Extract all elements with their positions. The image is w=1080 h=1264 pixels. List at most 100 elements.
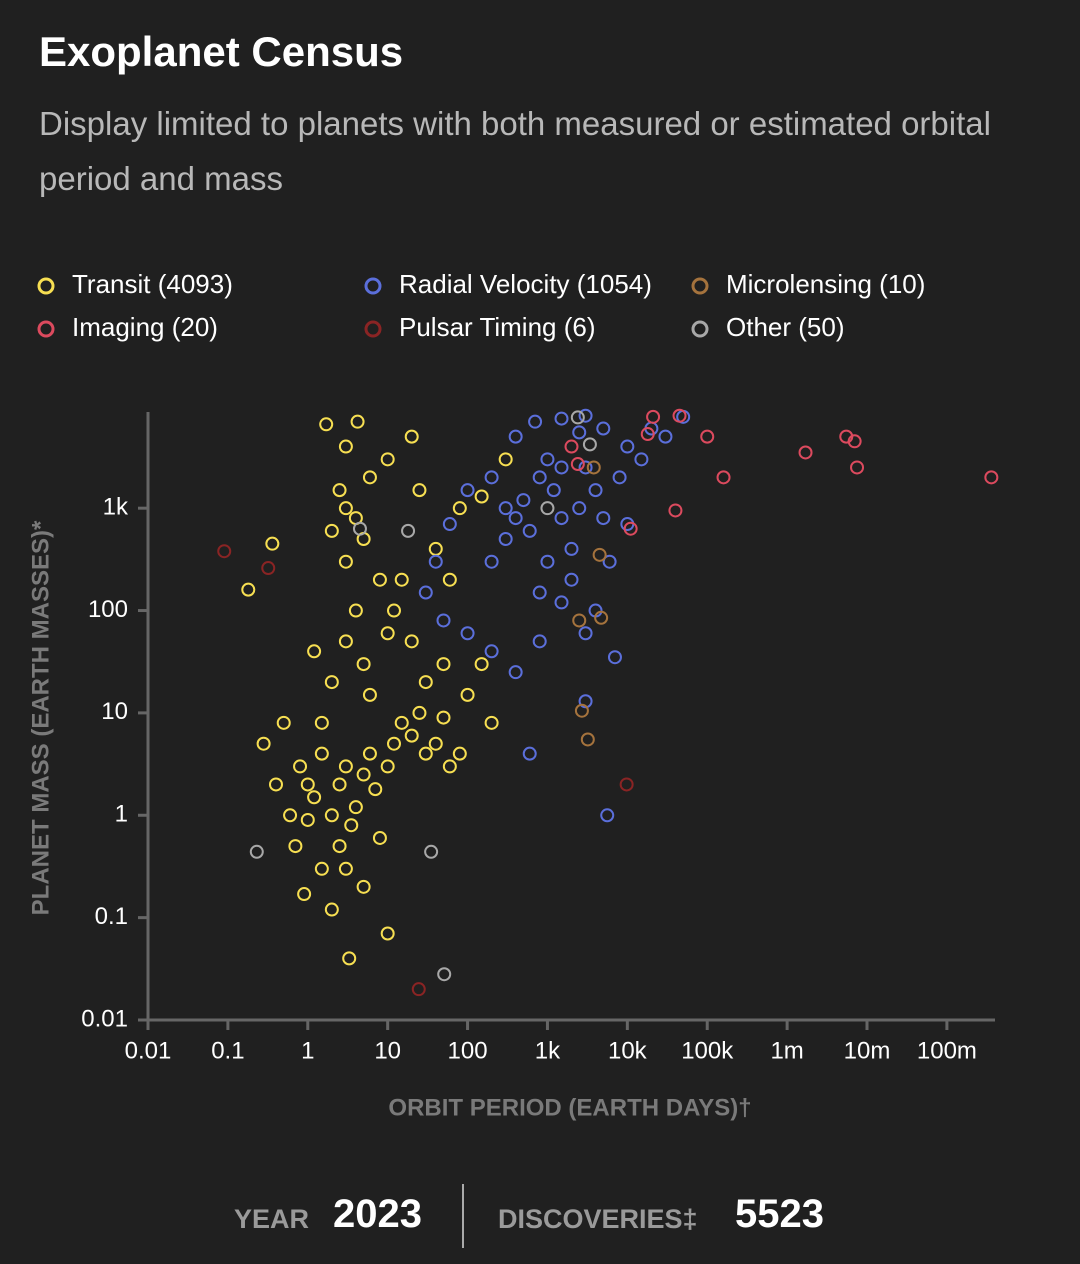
point: [564, 541, 579, 556]
point: [484, 644, 499, 659]
point: [418, 675, 433, 690]
point: [314, 746, 329, 761]
point: [428, 541, 443, 556]
point: [324, 523, 339, 538]
y-tick-label: 1k: [103, 494, 129, 521]
point: [368, 782, 383, 797]
point: [582, 437, 597, 452]
legend-label: Other (50): [726, 312, 845, 342]
point: [460, 687, 475, 702]
point: [474, 489, 489, 504]
point: [217, 544, 232, 559]
point: [572, 613, 587, 628]
point: [592, 547, 607, 562]
point: [532, 634, 547, 649]
point: [293, 759, 308, 774]
point: [528, 414, 543, 429]
point: [540, 452, 555, 467]
point: [404, 634, 419, 649]
point: [412, 705, 427, 720]
point: [300, 777, 315, 792]
point: [436, 710, 451, 725]
x-tick-label: 1k: [535, 1037, 561, 1064]
point: [338, 861, 353, 876]
point: [716, 470, 731, 485]
point: [596, 511, 611, 526]
point: [600, 808, 615, 823]
point: [508, 665, 523, 680]
point: [362, 470, 377, 485]
point: [338, 554, 353, 569]
point: [442, 572, 457, 587]
point: [324, 902, 339, 917]
point: [348, 800, 363, 815]
point: [356, 767, 371, 782]
point: [516, 493, 531, 508]
x-tick-label: 10: [374, 1037, 401, 1064]
legend-label: Imaging (20): [72, 312, 218, 342]
y-tick-label: 0.01: [81, 1005, 128, 1032]
point: [607, 650, 622, 665]
point: [578, 460, 593, 475]
point: [404, 429, 419, 444]
point: [586, 460, 601, 475]
point: [850, 460, 865, 475]
point: [522, 746, 537, 761]
point: [596, 421, 611, 436]
point: [276, 715, 291, 730]
x-tick-label: 100k: [681, 1037, 734, 1064]
point: [640, 427, 655, 442]
point: [332, 839, 347, 854]
year-value: 2023: [333, 1192, 422, 1236]
chart: ORBIT PERIOD (EARTH DAYS)† PLANET MASS (…: [27, 269, 999, 1121]
point: [386, 736, 401, 751]
point: [436, 613, 451, 628]
legend-marker: [37, 277, 55, 295]
point: [570, 457, 585, 472]
point: [498, 452, 513, 467]
point: [798, 445, 813, 460]
point: [437, 967, 452, 982]
point: [554, 460, 569, 475]
point: [307, 790, 322, 805]
point: [261, 561, 276, 576]
point: [602, 554, 617, 569]
point: [356, 879, 371, 894]
point: [620, 439, 635, 454]
x-tick-label: 1m: [770, 1037, 803, 1064]
point: [839, 429, 854, 444]
point: [288, 839, 303, 854]
legend-marker: [37, 320, 55, 338]
point: [428, 736, 443, 751]
point: [380, 452, 395, 467]
point: [372, 572, 387, 587]
point: [338, 501, 353, 516]
point: [411, 982, 426, 997]
point: [570, 410, 585, 425]
point: [436, 657, 451, 672]
point: [532, 585, 547, 600]
x-tick-label: 100m: [917, 1037, 977, 1064]
point: [394, 715, 409, 730]
discoveries-label: DISCOVERIES‡: [498, 1204, 698, 1234]
legend-marker: [691, 277, 709, 295]
point: [646, 409, 661, 424]
point: [418, 746, 433, 761]
point: [380, 626, 395, 641]
point: [424, 844, 439, 859]
point: [418, 585, 433, 600]
point: [564, 439, 579, 454]
point: [241, 582, 256, 597]
point: [332, 777, 347, 792]
y-tick-label: 100: [88, 596, 128, 623]
legend-label: Pulsar Timing (6): [399, 312, 596, 342]
chart-title: Exoplanet Census: [39, 28, 404, 75]
legend-marker: [691, 320, 709, 338]
point: [314, 861, 329, 876]
y-tick-label: 10: [101, 698, 128, 725]
point: [554, 511, 569, 526]
y-tick-label: 1: [115, 801, 128, 828]
point: [508, 511, 523, 526]
x-axis-title: ORBIT PERIOD (EARTH DAYS)†: [388, 1094, 751, 1121]
